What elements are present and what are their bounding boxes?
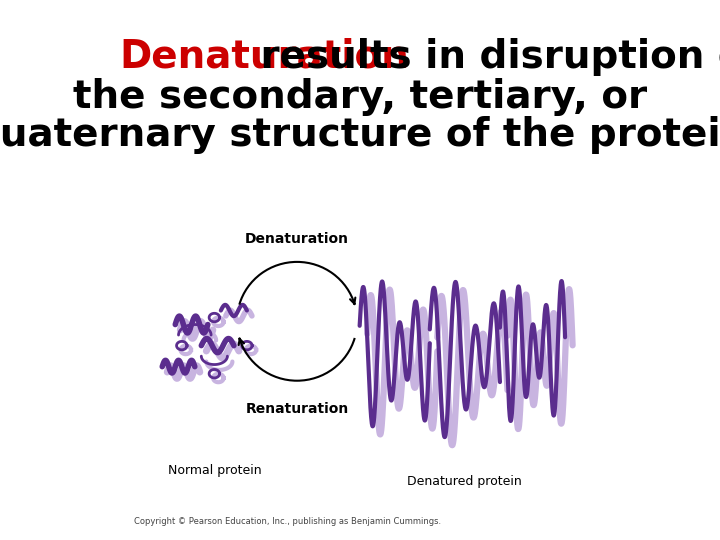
- Text: Denatured protein: Denatured protein: [408, 475, 522, 488]
- Text: Renaturation: Renaturation: [246, 402, 348, 416]
- Text: Denaturation: Denaturation: [119, 38, 409, 76]
- Text: results in disruption of: results in disruption of: [247, 38, 720, 76]
- Text: Denaturation: Denaturation: [245, 232, 349, 246]
- Text: Normal protein: Normal protein: [168, 464, 261, 477]
- Text: the secondary, tertiary, or: the secondary, tertiary, or: [73, 78, 647, 116]
- Text: quaternary structure of the protein: quaternary structure of the protein: [0, 116, 720, 154]
- Text: Copyright © Pearson Education, Inc., publishing as Benjamin Cummings.: Copyright © Pearson Education, Inc., pub…: [134, 517, 441, 526]
